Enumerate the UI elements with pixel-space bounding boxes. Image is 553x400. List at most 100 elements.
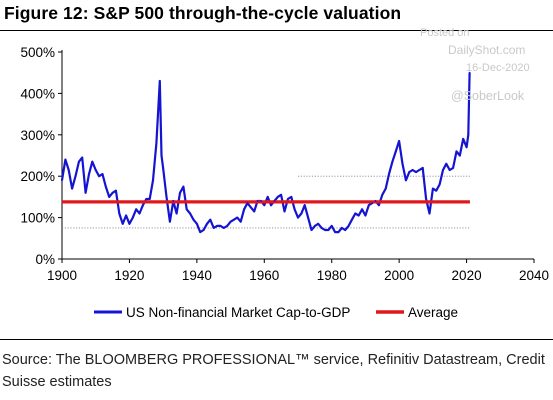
data-point <box>229 220 232 223</box>
data-point <box>287 198 289 200</box>
data-point <box>266 196 269 198</box>
source-note: Source: The BLOOMBERG PROFESSIONAL™ serv… <box>2 352 545 390</box>
data-point <box>148 198 151 200</box>
data-point <box>337 231 340 234</box>
data-point <box>367 204 370 207</box>
data-point <box>438 183 441 186</box>
data-point <box>374 200 377 202</box>
chart-title: Figure 12: S&P 500 through-the-cycle val… <box>4 3 402 23</box>
data-point <box>115 189 117 192</box>
data-point <box>270 204 272 207</box>
data-point <box>111 191 114 194</box>
data-point <box>371 202 374 205</box>
data-point <box>314 225 316 227</box>
watermark-site: DailyShot.com <box>448 43 526 57</box>
data-point <box>452 167 454 169</box>
data-point <box>246 202 249 205</box>
x-tick-label: 2000 <box>384 268 414 283</box>
data-point <box>135 208 138 211</box>
x-tick-label: 2020 <box>452 268 482 283</box>
data-point <box>432 187 434 190</box>
data-point <box>196 222 198 225</box>
data-point <box>317 222 320 225</box>
data-point <box>290 196 293 198</box>
data-point <box>276 196 279 198</box>
data-point <box>118 212 121 215</box>
data-point <box>263 204 266 207</box>
y-tick-label: 400% <box>20 86 55 101</box>
data-point <box>216 225 219 227</box>
data-point <box>408 171 411 174</box>
data-point <box>108 196 111 198</box>
y-tick-label: 500% <box>20 45 55 60</box>
data-point <box>88 173 90 176</box>
data-point <box>67 169 70 171</box>
data-point <box>236 216 239 219</box>
data-point <box>428 212 431 215</box>
data-point <box>293 208 296 211</box>
data-point <box>199 231 202 234</box>
data-point <box>401 162 404 165</box>
data-point <box>71 187 73 190</box>
data-point <box>202 229 205 231</box>
data-point <box>418 169 421 171</box>
data-point <box>222 227 225 229</box>
data-point <box>421 167 424 169</box>
data-point <box>384 187 387 190</box>
data-point <box>169 220 171 223</box>
data-point <box>125 214 127 217</box>
data-point <box>128 222 131 225</box>
data-point <box>455 150 458 153</box>
data-point <box>209 218 212 221</box>
x-tick-label: 1920 <box>114 268 144 283</box>
data-point <box>78 160 80 163</box>
data-point <box>347 225 350 227</box>
data-point <box>445 162 448 165</box>
data-point <box>145 198 148 200</box>
source-divider <box>0 339 553 340</box>
data-point <box>391 160 394 163</box>
data-point <box>394 150 397 153</box>
data-point <box>84 191 87 194</box>
data-point <box>94 169 97 171</box>
data-point <box>300 212 303 215</box>
data-point <box>283 210 286 213</box>
y-tick-label: 100% <box>20 211 55 226</box>
chart-axes: 0% 100% 200% 300% 400% 500% 1900 1920 1940 1960 19… <box>20 45 549 283</box>
data-point <box>303 204 306 207</box>
data-point <box>381 193 384 196</box>
data-point <box>64 158 67 161</box>
data-point <box>344 229 347 231</box>
data-point <box>233 218 235 221</box>
data-point <box>378 204 380 207</box>
data-point <box>435 189 438 192</box>
x-tick-label: 1960 <box>249 268 279 283</box>
series-line-market-cap-to-gdp <box>60 72 471 234</box>
data-point <box>152 179 154 182</box>
data-point <box>458 154 461 157</box>
legend: US Non-financial Market Cap-to-GDP Averag… <box>94 305 458 320</box>
data-point <box>239 220 242 223</box>
data-point <box>179 191 181 194</box>
data-point <box>142 204 144 207</box>
data-point <box>182 185 185 188</box>
data-point <box>448 169 451 171</box>
data-point <box>155 142 158 145</box>
data-point <box>101 173 104 176</box>
data-point <box>357 214 360 217</box>
data-point <box>192 218 195 221</box>
data-point <box>74 175 77 178</box>
data-point <box>162 167 165 169</box>
data-point <box>98 175 100 178</box>
legend-label-market-cap-to-gdp: US Non-financial Market Cap-to-GDP <box>126 305 350 320</box>
watermark-handle: @SoberLook <box>451 89 525 103</box>
data-point <box>172 200 175 202</box>
data-point <box>158 80 161 82</box>
data-point <box>320 227 323 229</box>
x-tick-label: 1940 <box>182 268 212 283</box>
data-point <box>189 212 192 215</box>
data-point <box>415 171 417 174</box>
data-point <box>226 225 229 227</box>
data-point <box>442 169 444 171</box>
x-tick-label: 1980 <box>317 268 347 283</box>
